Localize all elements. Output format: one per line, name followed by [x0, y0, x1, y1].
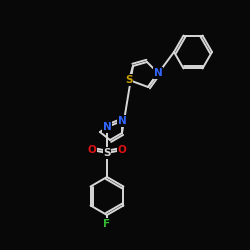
- Text: N: N: [103, 122, 112, 132]
- Text: N: N: [154, 68, 162, 78]
- Text: S: S: [103, 148, 111, 158]
- Text: O: O: [118, 145, 126, 155]
- Text: S: S: [125, 75, 133, 85]
- Text: O: O: [88, 145, 96, 155]
- Text: F: F: [104, 219, 110, 229]
- Text: N: N: [118, 116, 126, 126]
